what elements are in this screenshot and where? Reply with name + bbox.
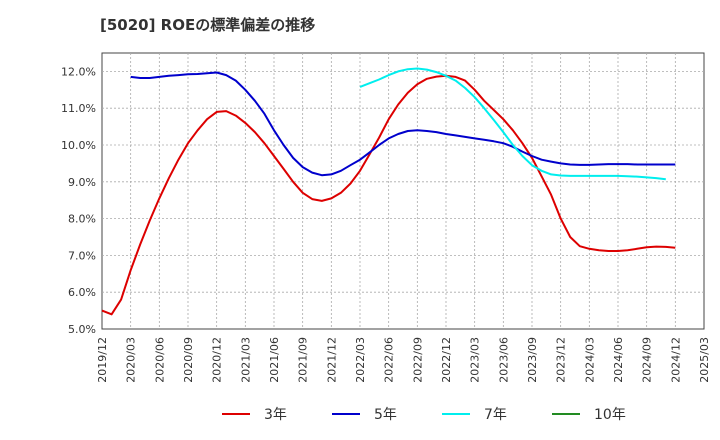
y-tick-label: 11.0% (61, 102, 96, 115)
x-tick-label: 2021/03 (239, 337, 252, 383)
series-line-2 (130, 71, 676, 177)
y-tick-label: 8.0% (68, 213, 96, 226)
x-tick-label: 2022/09 (411, 337, 424, 383)
x-tick-label: 2022/03 (354, 337, 367, 383)
legend-label: 7年 (484, 407, 507, 423)
x-tick-label: 2023/06 (497, 337, 510, 383)
x-tick-label: 2023/12 (555, 337, 568, 383)
legend-label: 5年 (374, 407, 397, 423)
x-tick-label: 2021/12 (325, 337, 338, 383)
x-tick-label: 2019/12 (96, 337, 109, 383)
y-tick-label: 12.0% (61, 65, 96, 78)
y-tick-label: 9.0% (68, 176, 96, 189)
x-tick-label: 2025/03 (698, 337, 711, 383)
series-line-3 (359, 67, 666, 181)
x-tick-label: 2022/12 (440, 337, 453, 383)
chart-title: [5020] ROEの標準偏差の推移 (100, 16, 316, 34)
x-tick-label: 2023/03 (469, 337, 482, 383)
x-tick-label: 2024/03 (583, 337, 596, 383)
x-tick-label: 2020/12 (211, 337, 224, 383)
series-line-1 (101, 74, 676, 316)
y-tick-label: 5.0% (68, 323, 96, 336)
x-tick-label: 2024/09 (641, 337, 654, 383)
x-tick-label: 2020/06 (153, 337, 166, 383)
x-tick-label: 2021/06 (268, 337, 281, 383)
x-tick-label: 2020/03 (125, 337, 138, 383)
x-tick-label: 2022/06 (383, 337, 396, 383)
x-tick-label: 2021/09 (297, 337, 310, 383)
y-tick-label: 6.0% (68, 286, 96, 299)
legend-label: 10年 (594, 407, 626, 423)
y-tick-label: 10.0% (61, 139, 96, 152)
x-tick-label: 2024/12 (669, 337, 682, 383)
x-tick-label: 2024/06 (612, 337, 625, 383)
y-tick-label: 7.0% (68, 249, 96, 262)
x-tick-label: 2023/09 (526, 337, 539, 383)
plot-area (101, 52, 705, 330)
x-tick-label: 2020/09 (182, 337, 195, 383)
legend-label: 3年 (264, 407, 287, 423)
